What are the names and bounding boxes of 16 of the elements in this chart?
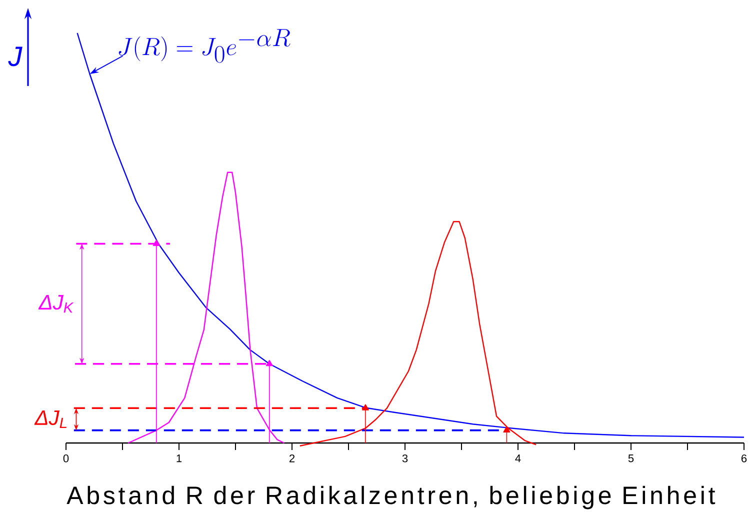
text: $J(R)=J_0e^{-\alpha R}$	[118, 29, 290, 63]
x-axis-title: Abstand R der Radikalzentren, beliebige Einheit	[66, 486, 716, 510]
x-tick-label: 3	[402, 454, 408, 462]
point	[266, 360, 273, 366]
x-tick-label: 6	[742, 454, 747, 462]
x-tick-label: 4	[515, 454, 521, 462]
point	[362, 404, 369, 410]
annotation: ΔJ$_{L}$	[34, 410, 66, 428]
x-tick-label: 0	[63, 454, 69, 462]
point	[152, 240, 160, 246]
x-tick-label: 1	[176, 454, 182, 462]
point	[503, 426, 510, 432]
annotation: ΔJ$_{K}$	[38, 295, 74, 313]
x-tick-label: 5	[628, 454, 634, 462]
y-axis-title: J	[8, 46, 22, 66]
x-tick-label: 2	[289, 454, 295, 462]
